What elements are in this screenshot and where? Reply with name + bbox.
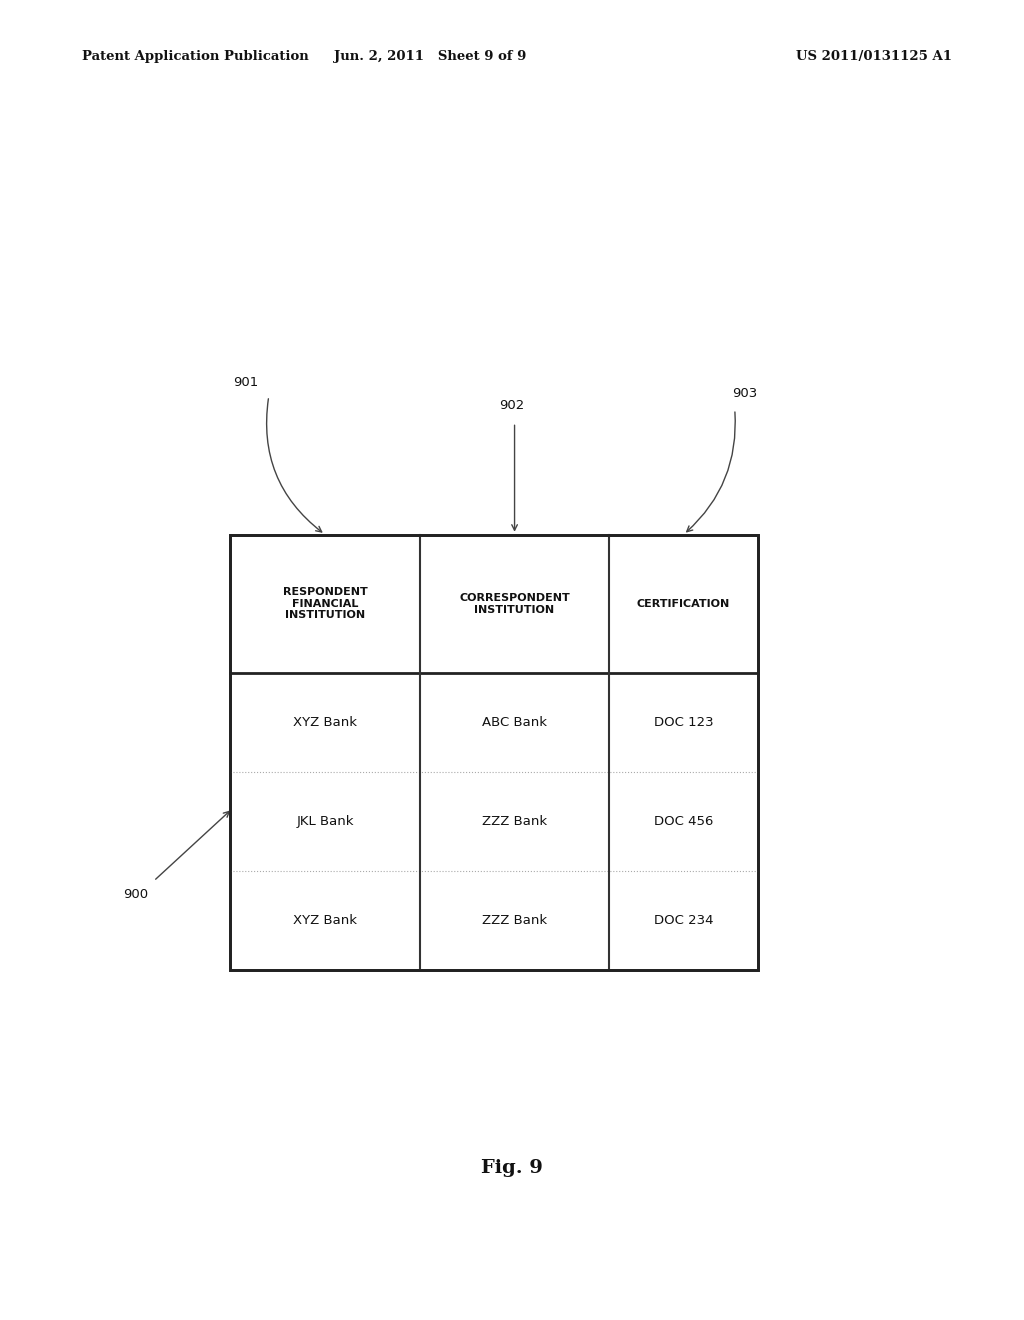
Text: 903: 903 (731, 387, 757, 400)
Text: Jun. 2, 2011   Sheet 9 of 9: Jun. 2, 2011 Sheet 9 of 9 (334, 50, 526, 63)
Text: RESPONDENT
FINANCIAL
INSTITUTION: RESPONDENT FINANCIAL INSTITUTION (283, 587, 368, 620)
Text: DOC 234: DOC 234 (653, 915, 714, 927)
Text: JKL Bank: JKL Bank (296, 816, 354, 828)
Bar (230, 535, 758, 970)
Text: XYZ Bank: XYZ Bank (293, 717, 357, 729)
Bar (230, 535, 758, 970)
Text: ZZZ Bank: ZZZ Bank (482, 915, 547, 927)
Text: 900: 900 (123, 888, 148, 900)
Text: ABC Bank: ABC Bank (482, 717, 547, 729)
Text: 901: 901 (233, 376, 258, 389)
Text: US 2011/0131125 A1: US 2011/0131125 A1 (797, 50, 952, 63)
Text: XYZ Bank: XYZ Bank (293, 915, 357, 927)
Text: DOC 456: DOC 456 (654, 816, 713, 828)
Text: Patent Application Publication: Patent Application Publication (82, 50, 308, 63)
Text: 902: 902 (500, 399, 524, 412)
Text: DOC 123: DOC 123 (653, 717, 714, 729)
Text: ZZZ Bank: ZZZ Bank (482, 816, 547, 828)
Text: CERTIFICATION: CERTIFICATION (637, 599, 730, 609)
Text: CORRESPONDENT
INSTITUTION: CORRESPONDENT INSTITUTION (459, 593, 570, 615)
Text: Fig. 9: Fig. 9 (481, 1159, 543, 1177)
